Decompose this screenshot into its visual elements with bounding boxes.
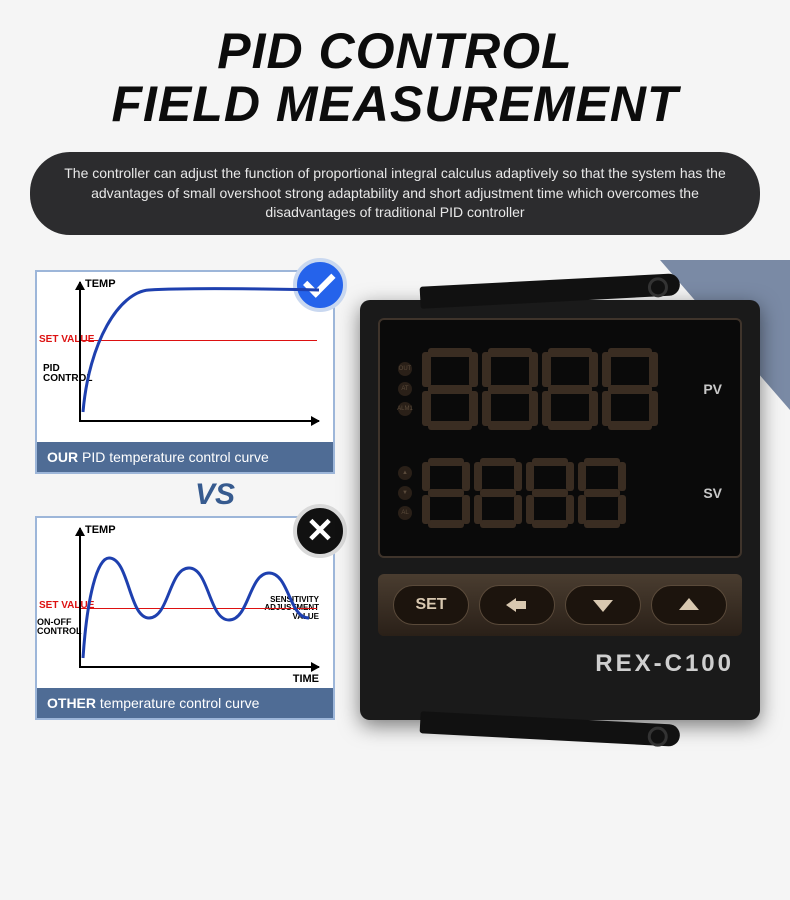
sv-label: SV: [703, 485, 722, 501]
title-line-2: FIELD MEASUREMENT: [0, 78, 790, 131]
chart-body-other: TEMP TIME SET VALUE ON-OFF CONTROL SENSI…: [37, 518, 333, 688]
shift-left-button[interactable]: [479, 585, 555, 625]
onoff-curve: [79, 528, 323, 668]
sv-row: ▲ ▼ AL SV: [398, 458, 722, 528]
chart-body-our: TEMP SET VALUE PID CONTROL: [37, 272, 333, 442]
pv-digits: [422, 348, 658, 430]
up-button[interactable]: [651, 585, 727, 625]
digit: [578, 458, 626, 528]
indicator-column-top: OUT AT ALM1: [398, 362, 412, 416]
pv-row: OUT AT ALM1 PV: [398, 348, 722, 430]
pid-curve: [79, 282, 323, 422]
device-screen: OUT AT ALM1 PV ▲ ▼ AL: [378, 318, 742, 558]
sv-digits: [422, 458, 626, 528]
indicator-column-bot: ▲ ▼ AL: [398, 466, 412, 520]
caption-rest: PID temperature control curve: [78, 449, 269, 465]
charts-column: TEMP SET VALUE PID CONTROL OUR PID tempe…: [35, 270, 335, 720]
vs-label: VS: [95, 478, 335, 512]
indicator-up: ▲: [398, 466, 412, 480]
caption-bold: OTHER: [47, 695, 96, 711]
caption-bold: OUR: [47, 449, 78, 465]
digit: [602, 348, 658, 430]
digit: [542, 348, 598, 430]
device-photo: OUT AT ALM1 PV ▲ ▼ AL: [360, 300, 760, 720]
subtitle-pill: The controller can adjust the function o…: [30, 152, 760, 235]
digit: [526, 458, 574, 528]
chart-caption-other: OTHER temperature control curve: [37, 688, 333, 718]
onoff-control-label: ON-OFF CONTROL: [37, 618, 82, 637]
set-button[interactable]: SET: [393, 585, 469, 625]
digit: [482, 348, 538, 430]
mounting-clip-bottom: [420, 711, 681, 747]
pv-label: PV: [703, 381, 722, 397]
title-line-1: PID CONTROL: [0, 25, 790, 78]
mounting-clip-top: [420, 273, 681, 309]
chart-card-our: TEMP SET VALUE PID CONTROL OUR PID tempe…: [35, 270, 335, 474]
axis-label-time: TIME: [293, 673, 319, 685]
main-title: PID CONTROL FIELD MEASUREMENT: [0, 0, 790, 130]
digit: [422, 348, 478, 430]
device-button-row: SET: [378, 574, 742, 636]
indicator-out: OUT: [398, 362, 412, 376]
indicator-alm1: ALM1: [398, 402, 412, 416]
chart-caption-our: OUR PID temperature control curve: [37, 442, 333, 472]
chart-card-other: ✕ TEMP TIME SET VALUE ON-OFF CONTROL SEN…: [35, 516, 335, 720]
down-button[interactable]: [565, 585, 641, 625]
indicator-at: AT: [398, 382, 412, 396]
indicator-al: AL: [398, 506, 412, 520]
digit: [474, 458, 522, 528]
indicator-down: ▼: [398, 486, 412, 500]
caption-rest: temperature control curve: [96, 695, 259, 711]
model-label: REX-C100: [378, 650, 742, 678]
digit: [422, 458, 470, 528]
